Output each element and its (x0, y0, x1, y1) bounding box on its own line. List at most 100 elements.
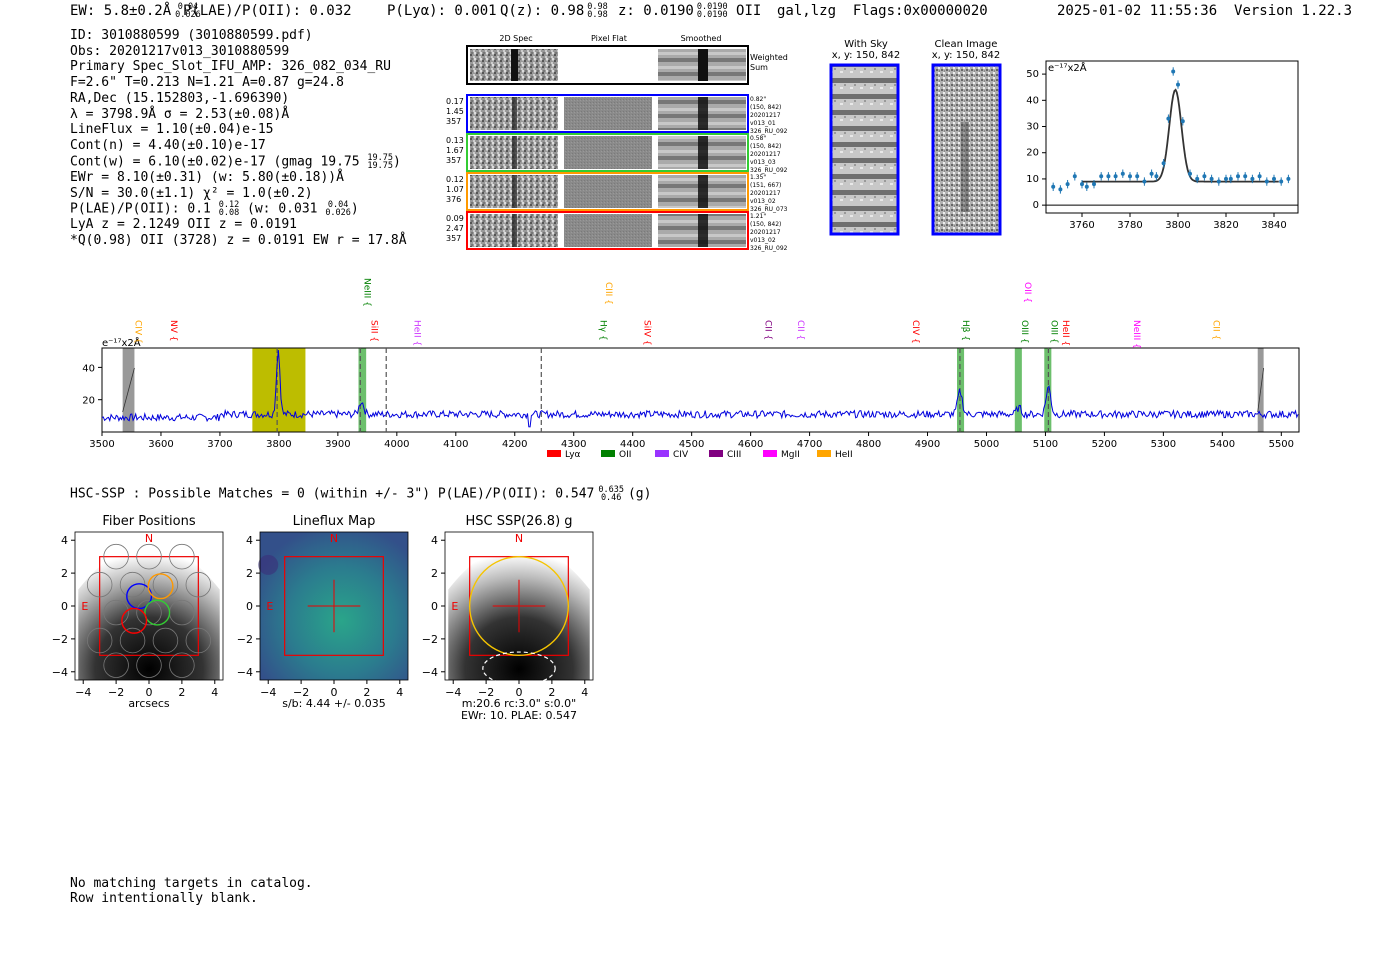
with-sky-image (829, 63, 900, 236)
full-spectrum-chart: e⁻¹⁷x2Å 20 40 3500 3600 3700 3800 3900 4000 410… (82, 278, 1300, 460)
spec2d-row-meta: 0.82" (750, 96, 766, 103)
ms-xtick-label: 4300 (561, 439, 586, 450)
info-lineflux: LineFlux = 1.10(±0.04)e-15 (70, 122, 274, 138)
line-label: NeIII { (1131, 320, 1141, 349)
line-fit-unit: e⁻¹⁷x2Å (1048, 61, 1087, 74)
fit-point (1279, 179, 1284, 184)
fit-point (1243, 174, 1248, 179)
hsc-xtick-label: 0 (146, 686, 153, 699)
hsc-panel-title: Fiber Positions (102, 514, 195, 529)
line-label: HeII { (1060, 320, 1070, 346)
ms-xtick-label: 5200 (1092, 439, 1117, 450)
header-flags: gal,lzg Flags:0x00000020 (777, 3, 988, 19)
col-title-smoothed: Smoothed (681, 34, 722, 43)
fit-point (1072, 174, 1077, 179)
hsc-panel-3: HSC SSP(26.8) g 4 2 0 −2 −4 −4 −2 0 2 4 N Em:20.6 rc… (422, 514, 594, 722)
header-datetime: 2025-01-02 11:55:36 Version 1.22.3 (1057, 3, 1353, 19)
fit-point (1264, 179, 1269, 184)
ms-xtick-label: 4000 (384, 439, 409, 450)
fit-point (1171, 69, 1176, 74)
legend-item: MgII (763, 450, 800, 460)
spec2d-row-meta: 20201217 (750, 229, 781, 236)
hsc-panel-title: HSC SSP(26.8) g (465, 514, 572, 529)
gaussian-fit-curve (1082, 88, 1279, 183)
fit-point (1128, 174, 1132, 179)
line-label: NeIII { (361, 278, 371, 307)
hsc-ytick-label: 2 (246, 567, 253, 580)
ms-ytick-label: 20 (82, 396, 95, 407)
compass-east: E (266, 600, 273, 613)
spec2d-row-meta: 1.21" (750, 213, 766, 220)
line-label: OIII { (1048, 320, 1058, 344)
legend-swatch (709, 450, 723, 457)
line-label: SiII { (369, 320, 379, 342)
hsc-ytick-label: −2 (237, 633, 253, 646)
line-label: CIV { (910, 320, 920, 344)
line-label: Hγ { (597, 320, 607, 341)
spec2d-row-meta: 20201217 (750, 112, 781, 119)
info-plae: P(LAE)/P(OII): 0.1 0.12 0.08 (w: 0.031 0.… (70, 200, 359, 219)
fit-point (1176, 82, 1180, 87)
fit-point (1228, 176, 1233, 181)
compass-north: N (515, 532, 523, 545)
spec2d-row-meta: v013_02 (750, 237, 776, 244)
fit-xtick-label: 3780 (1117, 220, 1142, 231)
line-label: CIV { (133, 320, 143, 344)
spec2d-row-stat: 0.13 (446, 136, 464, 145)
fit-point (1135, 174, 1140, 179)
fit-xtick-label: 3820 (1213, 220, 1238, 231)
spec2d-row-stat: 1.07 (446, 185, 464, 194)
legend-swatch (655, 450, 669, 457)
legend-label: HeII (835, 450, 853, 460)
fit-point (1080, 182, 1084, 187)
fiber-circle (169, 543, 195, 570)
with-sky-title: With Sky x, y: 150, 842 (831, 39, 901, 61)
fit-ytick-label: 10 (1026, 174, 1039, 185)
fit-point (1120, 171, 1125, 176)
line-label: CIII { (603, 282, 613, 305)
detection-info: ID: 3010880599 (3010880599.pdf) Obs: 202… (70, 28, 407, 249)
legend-swatch (547, 450, 561, 457)
fit-point (1142, 179, 1147, 184)
hsc-ytick-label: −2 (52, 633, 68, 646)
fiber-circle (136, 652, 162, 678)
fiber-circle-highlight (121, 607, 148, 634)
line-fit-axes (1045, 60, 1299, 214)
header-z: z: 0.0190 0.0190 0.0190 OII (618, 2, 762, 20)
spec2d-row-stat: 0.09 (446, 214, 464, 223)
hsc-ytick-label: 0 (61, 600, 68, 613)
legend-label: CIV (673, 450, 689, 460)
hsc-xtick-label: 0 (331, 686, 338, 699)
legend-swatch (763, 450, 777, 457)
spec2d-row-stat: 1.45 (446, 107, 464, 116)
legend-swatch (601, 450, 615, 457)
ms-xtick-label: 5300 (1151, 439, 1176, 450)
spec2d-row-meta: (150, 842) (750, 143, 781, 150)
spectrum-trace (101, 350, 1299, 428)
hsc-xtick-label: −2 (108, 686, 124, 699)
footer-line-1: No matching targets in catalog. (70, 876, 313, 891)
fit-point (1166, 116, 1171, 121)
hsc-panel-caption: s/b: 4.44 +/- 0.035 (282, 697, 386, 710)
search-aperture-circle (468, 555, 570, 657)
fiber-circle (185, 627, 212, 654)
legend-label: OII (619, 450, 631, 460)
hsc-xtick-label: 4 (581, 686, 588, 699)
line-window-band (358, 348, 367, 432)
fiber-circle (185, 571, 212, 598)
ms-xtick-label: 4900 (915, 439, 940, 450)
legend-label: MgII (781, 450, 800, 460)
info-id: ID: 3010880599 (3010880599.pdf) (70, 28, 313, 43)
hsc-ytick-label: 4 (61, 534, 68, 547)
ms-xtick-label: 3800 (266, 439, 291, 450)
hsc-ytick-label: −4 (422, 666, 438, 679)
compass-east: E (81, 600, 88, 613)
full-spectrum-unit: e⁻¹⁷x2Å (102, 336, 141, 349)
spec2d-row-meta: v013_01 (750, 120, 776, 127)
spec2d-row-stat: 357 (446, 234, 461, 243)
spec2d-row-stat: 2.47 (446, 224, 464, 233)
